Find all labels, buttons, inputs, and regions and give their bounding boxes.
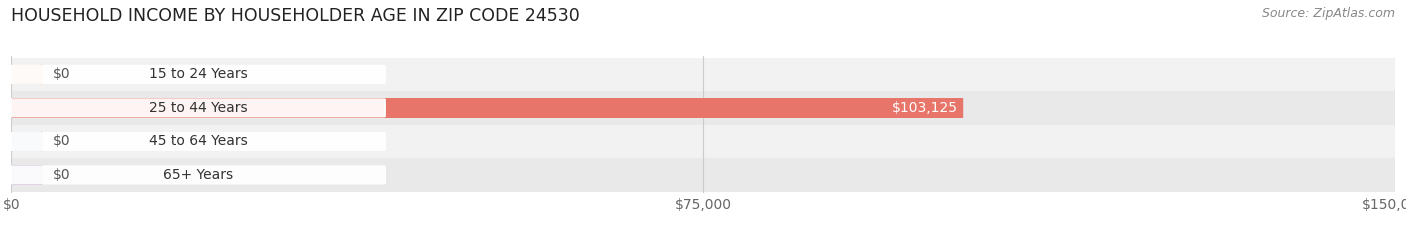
FancyBboxPatch shape [11, 165, 385, 185]
Text: 45 to 64 Years: 45 to 64 Years [149, 134, 247, 148]
FancyBboxPatch shape [11, 98, 385, 117]
Text: $103,125: $103,125 [893, 101, 959, 115]
Bar [11, 91, 1395, 125]
Bar [11, 125, 1395, 158]
Bar [11, 65, 42, 84]
Text: $0: $0 [53, 168, 70, 182]
Text: $0: $0 [53, 134, 70, 148]
Bar [11, 58, 1395, 91]
Bar [11, 165, 42, 185]
Bar [11, 132, 42, 151]
FancyBboxPatch shape [11, 65, 385, 84]
FancyBboxPatch shape [11, 132, 385, 151]
Text: HOUSEHOLD INCOME BY HOUSEHOLDER AGE IN ZIP CODE 24530: HOUSEHOLD INCOME BY HOUSEHOLDER AGE IN Z… [11, 7, 581, 25]
Text: $0: $0 [53, 67, 70, 81]
Bar [11, 158, 1395, 192]
Text: 15 to 24 Years: 15 to 24 Years [149, 67, 247, 81]
Text: 65+ Years: 65+ Years [163, 168, 233, 182]
Text: 25 to 44 Years: 25 to 44 Years [149, 101, 247, 115]
Text: Source: ZipAtlas.com: Source: ZipAtlas.com [1261, 7, 1395, 20]
Bar [11, 98, 963, 118]
